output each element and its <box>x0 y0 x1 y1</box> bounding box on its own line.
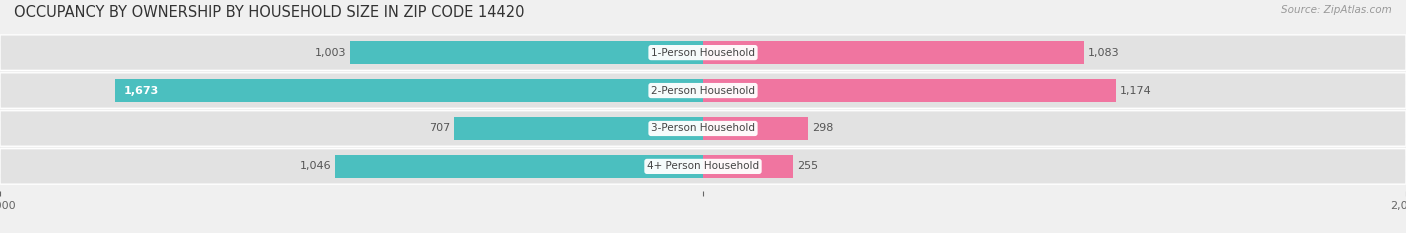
FancyBboxPatch shape <box>0 148 1406 185</box>
Bar <box>703 155 793 178</box>
Text: 1,673: 1,673 <box>124 86 159 96</box>
FancyBboxPatch shape <box>0 149 1406 183</box>
Text: 255: 255 <box>797 161 818 171</box>
FancyBboxPatch shape <box>0 34 1406 71</box>
FancyBboxPatch shape <box>0 73 1406 108</box>
Text: 1,083: 1,083 <box>1088 48 1119 58</box>
Text: OCCUPANCY BY OWNERSHIP BY HOUSEHOLD SIZE IN ZIP CODE 14420: OCCUPANCY BY OWNERSHIP BY HOUSEHOLD SIZE… <box>14 5 524 20</box>
Text: Source: ZipAtlas.com: Source: ZipAtlas.com <box>1281 5 1392 15</box>
Text: 707: 707 <box>429 123 450 134</box>
Text: 1,003: 1,003 <box>315 48 346 58</box>
FancyBboxPatch shape <box>0 72 1406 109</box>
Bar <box>454 117 703 140</box>
Bar <box>350 41 703 64</box>
Text: 1,046: 1,046 <box>299 161 330 171</box>
Bar <box>703 79 1116 102</box>
Text: 4+ Person Household: 4+ Person Household <box>647 161 759 171</box>
Bar <box>703 41 1084 64</box>
Text: 298: 298 <box>813 123 834 134</box>
FancyBboxPatch shape <box>0 111 1406 146</box>
Text: 1,174: 1,174 <box>1119 86 1152 96</box>
FancyBboxPatch shape <box>0 110 1406 147</box>
Text: 2-Person Household: 2-Person Household <box>651 86 755 96</box>
Bar <box>115 79 703 102</box>
Text: 1-Person Household: 1-Person Household <box>651 48 755 58</box>
Bar <box>335 155 703 178</box>
Text: 3-Person Household: 3-Person Household <box>651 123 755 134</box>
FancyBboxPatch shape <box>0 36 1406 70</box>
Bar <box>703 117 808 140</box>
